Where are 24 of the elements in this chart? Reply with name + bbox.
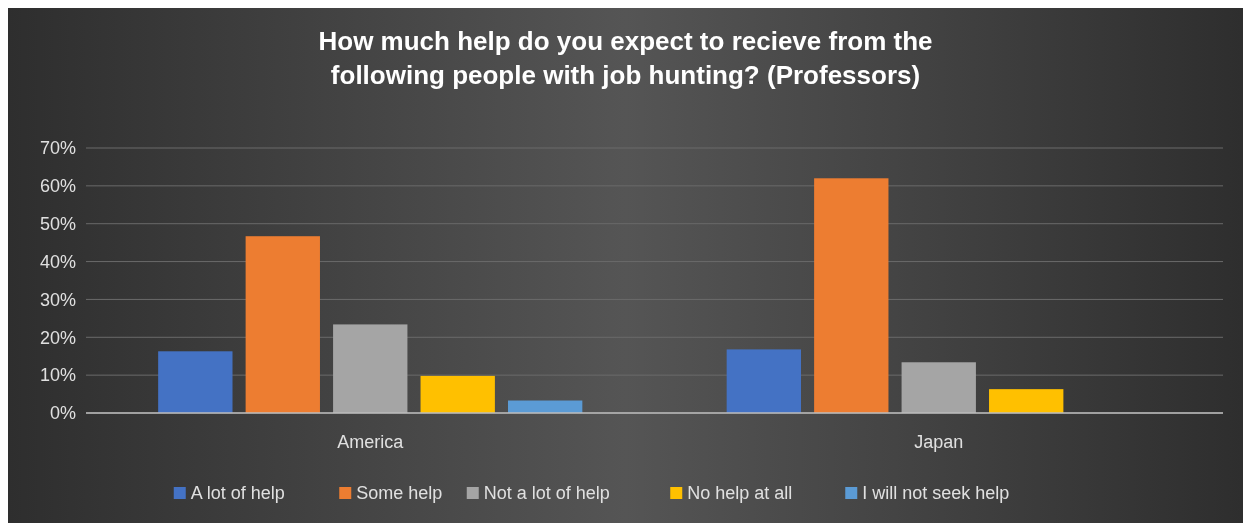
bar (989, 389, 1064, 413)
legend-label: Not a lot of help (483, 483, 610, 504)
legend-label: No help at all (687, 483, 793, 504)
y-tick-label: 60% (39, 176, 76, 197)
legend-label: A lot of help (190, 483, 285, 504)
y-tick-label: 50% (39, 214, 76, 235)
y-tick-label: 70% (39, 138, 76, 159)
bar (158, 351, 233, 413)
y-tick-label: 40% (39, 251, 76, 272)
bar (333, 324, 408, 413)
legend-label: Some help (356, 483, 443, 504)
bar (901, 362, 976, 413)
y-tick-label: 10% (39, 365, 76, 386)
y-tick-label: 20% (39, 327, 76, 348)
x-tick-label: America (337, 432, 405, 452)
legend-label: I will not seek help (862, 483, 1010, 504)
bar (726, 349, 801, 413)
chart-title: How much help do you expect to recieve from the following people with job hunting? (Professors) (318, 26, 933, 90)
bar (814, 178, 889, 413)
bar (245, 236, 320, 413)
bar (420, 375, 495, 413)
x-tick-label: Japan (914, 432, 964, 452)
y-tick-label: 0% (49, 403, 76, 424)
y-tick-label: 30% (39, 289, 76, 310)
